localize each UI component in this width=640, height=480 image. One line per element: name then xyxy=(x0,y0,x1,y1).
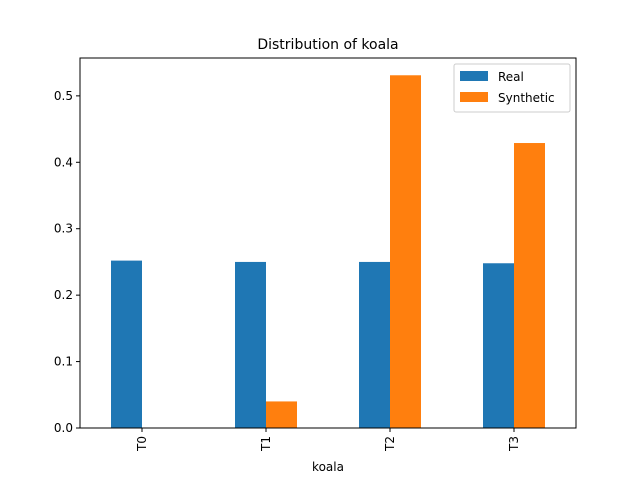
x-tick-label: T0 xyxy=(135,436,149,452)
bar-real-t3 xyxy=(483,263,514,428)
bar-synthetic-t3 xyxy=(514,143,545,429)
bar-real-t0 xyxy=(111,260,142,428)
legend: Real Synthetic xyxy=(453,63,571,113)
y-tick-label: 0.3 xyxy=(54,222,73,236)
y-tick-label: 0.4 xyxy=(54,155,73,169)
x-tick-label: T1 xyxy=(259,436,273,452)
legend-label-synthetic: Synthetic xyxy=(498,91,555,105)
legend-label-real: Real xyxy=(498,70,524,84)
x-axis: T0 T1 T2 T3 xyxy=(135,428,521,452)
bar-synthetic-t2 xyxy=(390,75,421,429)
y-tick-label: 0.2 xyxy=(54,288,73,302)
chart-title: Distribution of koala xyxy=(257,37,398,53)
y-axis: 0.0 0.1 0.2 0.3 0.4 0.5 xyxy=(54,89,80,435)
bars-group xyxy=(111,75,545,429)
x-axis-label: koala xyxy=(312,460,344,474)
plot-frame xyxy=(79,57,577,429)
y-tick-label: 0.0 xyxy=(54,421,73,435)
x-tick-label: T3 xyxy=(507,436,521,452)
x-tick-label: T2 xyxy=(383,436,397,452)
bar-real-t2 xyxy=(359,261,390,428)
y-tick-label: 0.1 xyxy=(54,355,73,369)
legend-swatch-synthetic xyxy=(460,92,488,102)
bar-synthetic-t1 xyxy=(266,401,297,428)
bar-real-t1 xyxy=(235,261,266,428)
legend-swatch-real xyxy=(460,71,488,81)
y-tick-label: 0.5 xyxy=(54,89,73,103)
